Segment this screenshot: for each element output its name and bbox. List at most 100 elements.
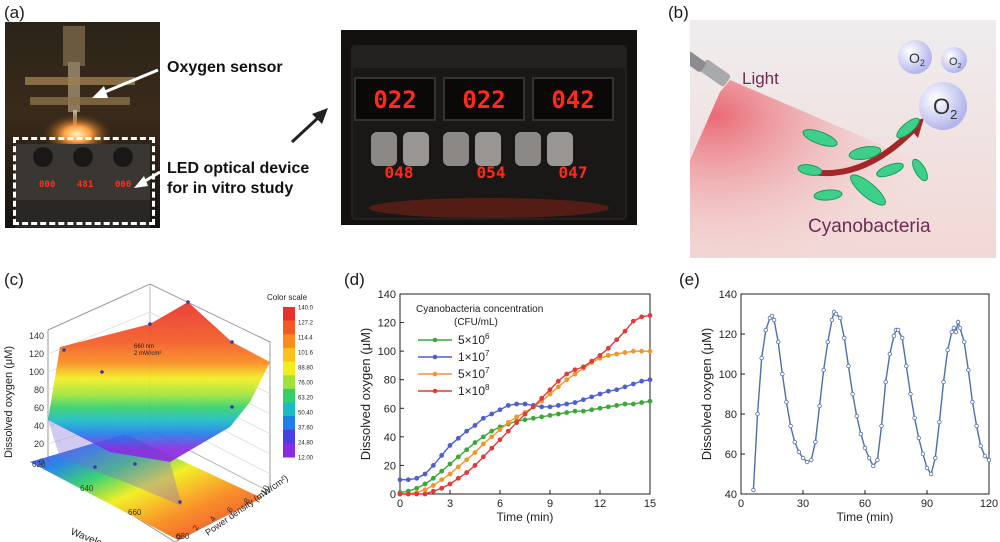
led-device-photo: 022 022 042 048 054 047	[341, 30, 637, 225]
series-2-point	[622, 350, 628, 355]
z-tick-60: 60	[34, 403, 44, 413]
z-tick-0: 0	[39, 457, 44, 467]
series-0-point	[792, 439, 797, 445]
series-0-point	[771, 317, 777, 323]
series-0-point	[796, 449, 802, 455]
colorbar-segment	[283, 307, 295, 322]
y-tick-8: 8	[242, 496, 252, 505]
panel-d-label: (d)	[344, 270, 365, 289]
series-1-point	[455, 435, 461, 441]
series-0-point	[755, 411, 760, 417]
readout-top-1: 022	[373, 86, 416, 114]
colorbar-segment	[283, 388, 295, 403]
y-tick-label-140: 140	[378, 289, 396, 301]
x-tick-label-6: 6	[497, 498, 503, 510]
x-tick-label-15: 15	[644, 498, 656, 510]
x-tick-label-12: 12	[594, 498, 606, 510]
z-tick-120: 120	[29, 349, 44, 359]
z-tick-labels: 0 20 40 60 80 100 120 140	[29, 331, 44, 467]
panel-d: (d) 0 3 6 9 12 15 0 20 40 60 80 100 120 140 Time (min)…	[330, 262, 665, 542]
device-arrowhead	[312, 108, 328, 124]
series-3-point	[397, 491, 403, 497]
series-3-point	[555, 378, 561, 384]
oxygen-sensor-label: Oxygen sensor	[167, 59, 283, 76]
series-0-point	[899, 335, 905, 341]
series-0-point	[589, 407, 595, 413]
series-2-point	[480, 441, 486, 447]
series-0-point	[949, 329, 954, 335]
series-2-point	[555, 384, 561, 390]
x-axis-label: Time (min)	[837, 510, 894, 524]
cyanobacteria-illustration: O2 O2 O2 Light Cyanobacteria	[690, 20, 996, 258]
peak-annotation-line2: 2 mW/cm²	[134, 351, 161, 357]
legend-label-3: 1×108	[458, 383, 490, 398]
series-3-point	[564, 371, 570, 377]
x-tick-label-90: 90	[921, 498, 933, 510]
series-2-point	[455, 464, 461, 470]
series-0-point	[871, 463, 876, 469]
series-0-point	[955, 319, 961, 325]
series-0-point	[763, 327, 768, 333]
series-0-point	[447, 461, 453, 467]
series-2-point	[422, 487, 428, 493]
series-0-point	[464, 447, 470, 453]
z-tick-80: 80	[34, 385, 44, 395]
series-line-2	[400, 350, 650, 495]
series-0-point	[920, 451, 926, 457]
series-0-point	[821, 367, 826, 373]
panel-b-label: (b)	[668, 3, 689, 22]
series-0-point	[908, 391, 913, 397]
series-1-point	[572, 400, 578, 405]
series-0-point	[875, 457, 880, 463]
z-tick-140: 140	[29, 331, 44, 341]
z-tick-40: 40	[34, 421, 44, 431]
small-readout-2: 481	[77, 180, 94, 190]
series-3-point	[614, 337, 620, 343]
series-3-point	[455, 475, 461, 481]
series-0-point	[825, 339, 830, 345]
y-tick-label-40: 40	[725, 489, 737, 501]
series-1-point	[464, 428, 470, 434]
series-0-point	[472, 440, 478, 445]
series-0-point	[597, 405, 603, 411]
x-tick-660: 660	[128, 508, 142, 517]
series-0-point	[780, 371, 785, 377]
z-tick-20: 20	[34, 439, 44, 449]
series-0-point	[941, 379, 946, 385]
colorbar-tick-24.80: 24.80	[298, 441, 314, 447]
series-3-point	[639, 314, 645, 320]
o2-small-2: O2	[949, 56, 962, 70]
setup-photo: 000 481 000	[5, 22, 160, 228]
series-3-point	[530, 404, 536, 410]
series-0-point	[614, 403, 620, 408]
series-2-point	[630, 348, 636, 354]
y-tick-label-60: 60	[384, 403, 396, 415]
series-1-point	[580, 397, 586, 403]
series-0-point	[862, 445, 868, 451]
series-1-point	[405, 477, 411, 483]
y-axis-label: Dissolved oxygen (μM)	[358, 328, 373, 460]
device-arrow	[290, 114, 322, 144]
series-0-point	[951, 325, 957, 331]
series-0-point	[530, 415, 536, 421]
knobs	[371, 132, 573, 166]
series-2-point	[572, 371, 578, 377]
series-0-point	[769, 313, 775, 319]
series-0-point	[966, 367, 971, 373]
series-0-point	[522, 417, 528, 423]
series-0-point	[842, 335, 847, 341]
series-2-point	[489, 434, 495, 440]
series-0-point	[933, 455, 938, 461]
readout-bottom-2: 054	[477, 163, 506, 182]
series-0-point	[422, 481, 428, 487]
series-1-point	[505, 403, 511, 408]
series-3-point	[605, 345, 611, 351]
series-3-point	[414, 491, 420, 497]
series-0-point	[622, 401, 628, 407]
series-1-point	[497, 407, 503, 413]
readout-bottom-3: 047	[559, 163, 588, 182]
x-tick-label-30: 30	[797, 498, 809, 510]
series-0-point	[639, 400, 645, 405]
legend-label-0: 5×106	[458, 332, 490, 347]
